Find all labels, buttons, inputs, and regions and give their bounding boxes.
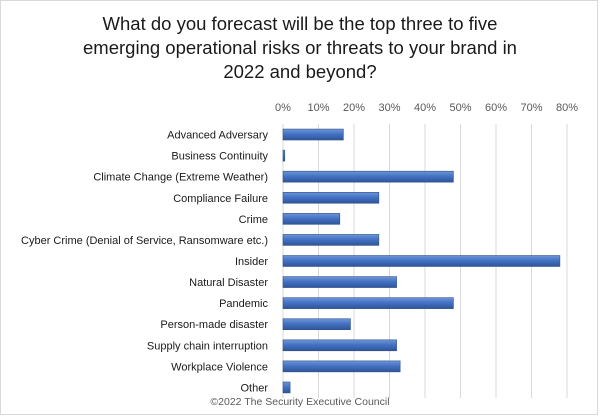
category-label: Business Continuity xyxy=(171,151,268,163)
bar xyxy=(282,255,561,267)
category-label: Person-made disaster xyxy=(160,319,268,331)
bar xyxy=(282,213,341,225)
chart-title-line-2: emerging operational risks or threats to… xyxy=(83,37,517,58)
category-label: Natural Disaster xyxy=(189,277,268,289)
bar xyxy=(282,234,380,246)
bar xyxy=(282,170,454,183)
category-label: Other xyxy=(240,382,268,394)
category-label: Pandemic xyxy=(219,298,268,310)
bars xyxy=(282,128,561,394)
x-tick-label: 30% xyxy=(378,102,400,114)
bar xyxy=(282,339,397,352)
chart-title-line-1: What do you forecast will be the top thr… xyxy=(102,13,498,34)
bar xyxy=(282,128,344,141)
category-label: Compliance Failure xyxy=(173,193,268,205)
x-tick-label: 80% xyxy=(556,102,578,114)
bar xyxy=(282,318,351,331)
x-tick-label: 70% xyxy=(520,102,542,114)
category-labels: Advanced Adversary Business Continuity Cli… xyxy=(21,130,268,395)
x-tick-label: 20% xyxy=(343,102,365,114)
bar xyxy=(282,149,286,162)
x-tick-label: 40% xyxy=(414,102,436,114)
chart-title: What do you forecast will be the top thr… xyxy=(40,12,560,84)
category-label: Workplace Violence xyxy=(171,361,268,373)
x-tick-label: 0% xyxy=(275,102,291,114)
bar xyxy=(282,276,397,288)
category-label: Advanced Adversary xyxy=(167,130,268,142)
category-label: Insider xyxy=(235,256,268,268)
category-label: Cyber Crime (Denial of Service, Ransomwa… xyxy=(21,235,268,247)
chart-title-line-3: 2022 and beyond? xyxy=(223,61,377,82)
bar xyxy=(282,191,380,204)
bar xyxy=(282,381,291,394)
bar xyxy=(282,360,401,373)
category-label: Supply chain interruption xyxy=(147,340,268,352)
x-tick-label: 50% xyxy=(449,102,471,114)
x-tick-label: 60% xyxy=(485,102,507,114)
x-tick-label: 10% xyxy=(307,102,329,114)
bar xyxy=(282,297,454,309)
x-tick-labels: 0% 10% 20% 30% 40% 50% 60% 70% 80% xyxy=(275,102,578,114)
category-label: Climate Change (Extreme Weather) xyxy=(93,172,268,184)
category-label: Crime xyxy=(239,214,268,226)
footer-credit: ©2022 The Security Executive Council xyxy=(210,396,390,408)
